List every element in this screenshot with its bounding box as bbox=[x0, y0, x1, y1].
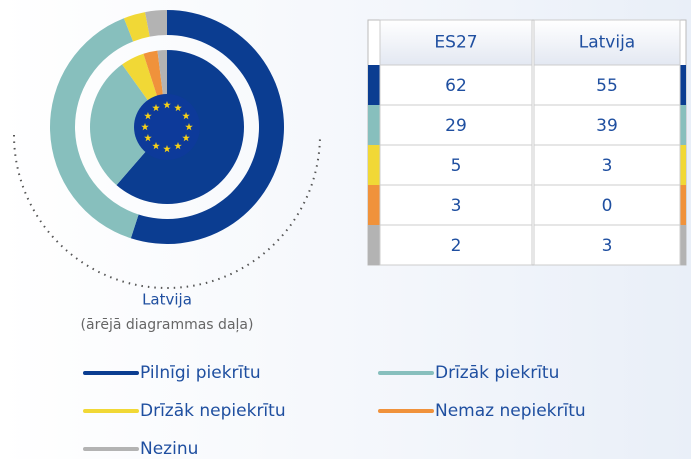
donut-segment bbox=[50, 18, 139, 239]
star bbox=[182, 134, 190, 142]
legend-label: Drīzāk nepiekrītu bbox=[140, 401, 286, 421]
star bbox=[144, 112, 152, 120]
table-value: 62 bbox=[445, 76, 467, 96]
legend-label: Nezinu bbox=[140, 439, 198, 459]
donut-segment bbox=[130, 10, 284, 244]
legend-label: Pilnīgi piekrītu bbox=[140, 363, 261, 383]
star bbox=[185, 123, 193, 131]
table-value: 3 bbox=[602, 156, 613, 176]
table-value: 55 bbox=[596, 76, 618, 96]
row-color-right bbox=[680, 145, 686, 185]
table-header: ES27 bbox=[434, 33, 477, 53]
donut-segment bbox=[123, 12, 150, 42]
table-value: 3 bbox=[602, 236, 613, 256]
table-header: Latvija bbox=[579, 33, 635, 53]
star bbox=[174, 103, 182, 112]
star bbox=[163, 145, 171, 153]
table-value: 29 bbox=[445, 116, 467, 136]
row-color-left bbox=[368, 145, 380, 185]
outer-label: Latvija bbox=[142, 291, 192, 309]
table-value: 0 bbox=[602, 196, 613, 216]
donut-segment bbox=[145, 10, 167, 37]
star bbox=[141, 123, 149, 131]
table-value: 2 bbox=[451, 236, 462, 256]
eu-flag bbox=[134, 94, 200, 160]
row-color-left bbox=[368, 105, 380, 145]
row-color-right bbox=[680, 225, 686, 265]
star bbox=[182, 112, 190, 120]
row-color-left bbox=[368, 65, 380, 105]
row-color-right bbox=[680, 105, 686, 145]
legend-label: Nemaz nepiekrītu bbox=[435, 401, 586, 421]
star bbox=[152, 103, 160, 112]
star bbox=[144, 134, 152, 142]
table-cell bbox=[379, 224, 533, 266]
row-color-right bbox=[680, 65, 686, 105]
star bbox=[163, 101, 171, 109]
star bbox=[174, 142, 182, 150]
table-value: 3 bbox=[451, 196, 462, 216]
row-color-right bbox=[680, 185, 686, 225]
legend-label: Drīzāk piekrītu bbox=[435, 363, 559, 383]
row-color-left bbox=[368, 185, 380, 225]
table-value: 39 bbox=[596, 116, 618, 136]
outer-note: (ārējā diagrammas daļa) bbox=[81, 317, 254, 333]
table-value: 5 bbox=[451, 156, 462, 176]
row-color-left bbox=[368, 225, 380, 265]
table-cell bbox=[533, 224, 681, 266]
donut-segment bbox=[89, 64, 167, 186]
star bbox=[152, 142, 160, 150]
